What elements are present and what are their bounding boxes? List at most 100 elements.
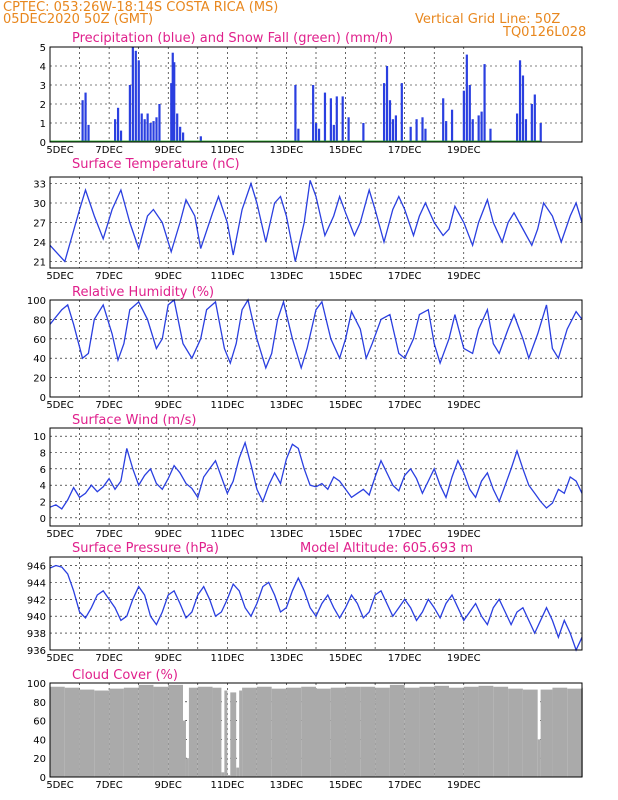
x-tick-label: 15DEC (329, 529, 363, 540)
x-tick-label: 19DEC (447, 529, 481, 540)
x-tick-label: 13DEC (270, 271, 304, 282)
cloud-bar (109, 688, 124, 777)
x-tick-label: 15DEC (329, 145, 363, 156)
cloud-bar (271, 688, 287, 777)
precip-bar (294, 85, 297, 142)
cloud-bar (212, 687, 222, 777)
cloud-bar (493, 686, 509, 777)
plot-frame (49, 556, 583, 651)
cloud-bar (221, 772, 225, 777)
y-tick-label: 60 (33, 717, 46, 728)
precip-bar (391, 119, 395, 142)
y-tick-label: 942 (27, 595, 46, 606)
cloud-bar (330, 687, 346, 777)
y-tick-label: 21 (33, 258, 46, 269)
cloud-bar (123, 687, 139, 777)
precip-bar (137, 60, 140, 142)
precip-bar (462, 90, 465, 142)
precip-bar (171, 52, 174, 143)
x-tick-label: 19DEC (447, 400, 481, 411)
precip-bar (323, 92, 327, 142)
cloud-bar (153, 686, 169, 777)
cloud-bar (239, 690, 243, 777)
x-tick-label: 9DEC (155, 529, 182, 540)
x-tick-label: 17DEC (388, 145, 422, 156)
precip-bar (421, 117, 424, 142)
precip-bar (388, 100, 392, 142)
cloud-bar (301, 686, 316, 777)
x-tick-label: 11DEC (210, 653, 244, 664)
x-tick-label: 11DEC (210, 529, 244, 540)
x-tick-label: 15DEC (329, 780, 363, 791)
x-tick-label: 15DEC (329, 271, 363, 282)
y-tick-label: 0 (40, 773, 46, 784)
precip-bar (158, 104, 161, 142)
precip-bar (409, 126, 412, 142)
precip-bar (87, 124, 90, 142)
x-tick-label: 11DEC (210, 271, 244, 282)
cloud-bar (449, 687, 464, 777)
panel-2: 0 20 40 60 80 100 5DEC 7DEC 9DEC 11DEC 13DEC 15DEC 1… (27, 285, 583, 411)
precip-bar (317, 128, 321, 142)
panel-title: Surface Wind (m/s) (72, 413, 196, 428)
precip-bar (489, 128, 492, 142)
y-tick-label: 1 (40, 119, 46, 130)
precip-bar (442, 98, 445, 142)
y-tick-label: 80 (33, 315, 46, 326)
y-tick-label: 0 (40, 393, 46, 404)
y-tick-label: 944 (27, 578, 46, 589)
x-tick-label: 19DEC (447, 780, 481, 791)
precip-bar (297, 128, 300, 142)
precip-bar (362, 123, 365, 142)
cloud-bar (197, 686, 213, 777)
precip-bar (521, 75, 525, 142)
cloud-bar (94, 690, 110, 777)
y-tick-label: 938 (27, 629, 46, 640)
cloud-bar (540, 689, 553, 777)
x-tick-label: 11DEC (210, 400, 244, 411)
cloud-bar (242, 687, 257, 777)
y-tick-label: 20 (33, 374, 46, 385)
precip-bar (477, 115, 480, 142)
panel-title: Surface Temperature (nC) (72, 157, 240, 172)
cloud-bar (227, 775, 231, 777)
precip-bar (332, 124, 335, 142)
x-tick-label: 13DEC (270, 653, 304, 664)
y-tick-label: 20 (33, 754, 46, 765)
x-tick-label: 5DEC (46, 780, 73, 791)
precip-bar (84, 92, 87, 142)
x-tick-label: 7DEC (95, 400, 122, 411)
cloud-bar (522, 689, 538, 777)
y-tick-label: 60 (33, 335, 46, 346)
precip-bar (329, 98, 332, 142)
y-tick-label: 5 (40, 43, 46, 54)
x-tick-label: 13DEC (270, 400, 304, 411)
precip-bar (182, 132, 185, 142)
x-tick-label: 5DEC (46, 400, 73, 411)
precip-bar (385, 66, 389, 142)
series-line (49, 180, 583, 263)
precip-bar (415, 119, 418, 142)
precip-bar (518, 60, 522, 142)
panel-3: 0 2 4 6 8 10 5DEC 7DEC 9DEC 11DEC 13DEC 15DEC 17DEC 1… (33, 413, 583, 540)
x-tick-label: 13DEC (270, 145, 304, 156)
cloud-bar (50, 686, 65, 777)
panel-title: Relative Humidity (%) (72, 285, 214, 300)
cloud-bar (286, 687, 302, 777)
y-tick-label: 24 (33, 238, 46, 249)
cloud-bar (434, 685, 449, 777)
panel-1: 21 24 27 30 33 5DEC 7DEC 9DEC 11DEC 13DEC 15DEC 17D… (33, 157, 583, 282)
series-line (49, 298, 583, 371)
x-tick-label: 17DEC (388, 400, 422, 411)
precip-bar (480, 111, 483, 142)
x-tick-label: 5DEC (46, 653, 73, 664)
x-tick-label: 13DEC (270, 780, 304, 791)
precip-bar (116, 107, 120, 142)
precip-bar (114, 119, 117, 142)
cloud-bar (230, 692, 237, 777)
y-tick-label: 946 (27, 561, 46, 572)
plot-frame (49, 46, 583, 143)
y-tick-label: 8 (40, 449, 46, 460)
x-tick-label: 5DEC (46, 145, 73, 156)
precip-bar (382, 83, 386, 142)
